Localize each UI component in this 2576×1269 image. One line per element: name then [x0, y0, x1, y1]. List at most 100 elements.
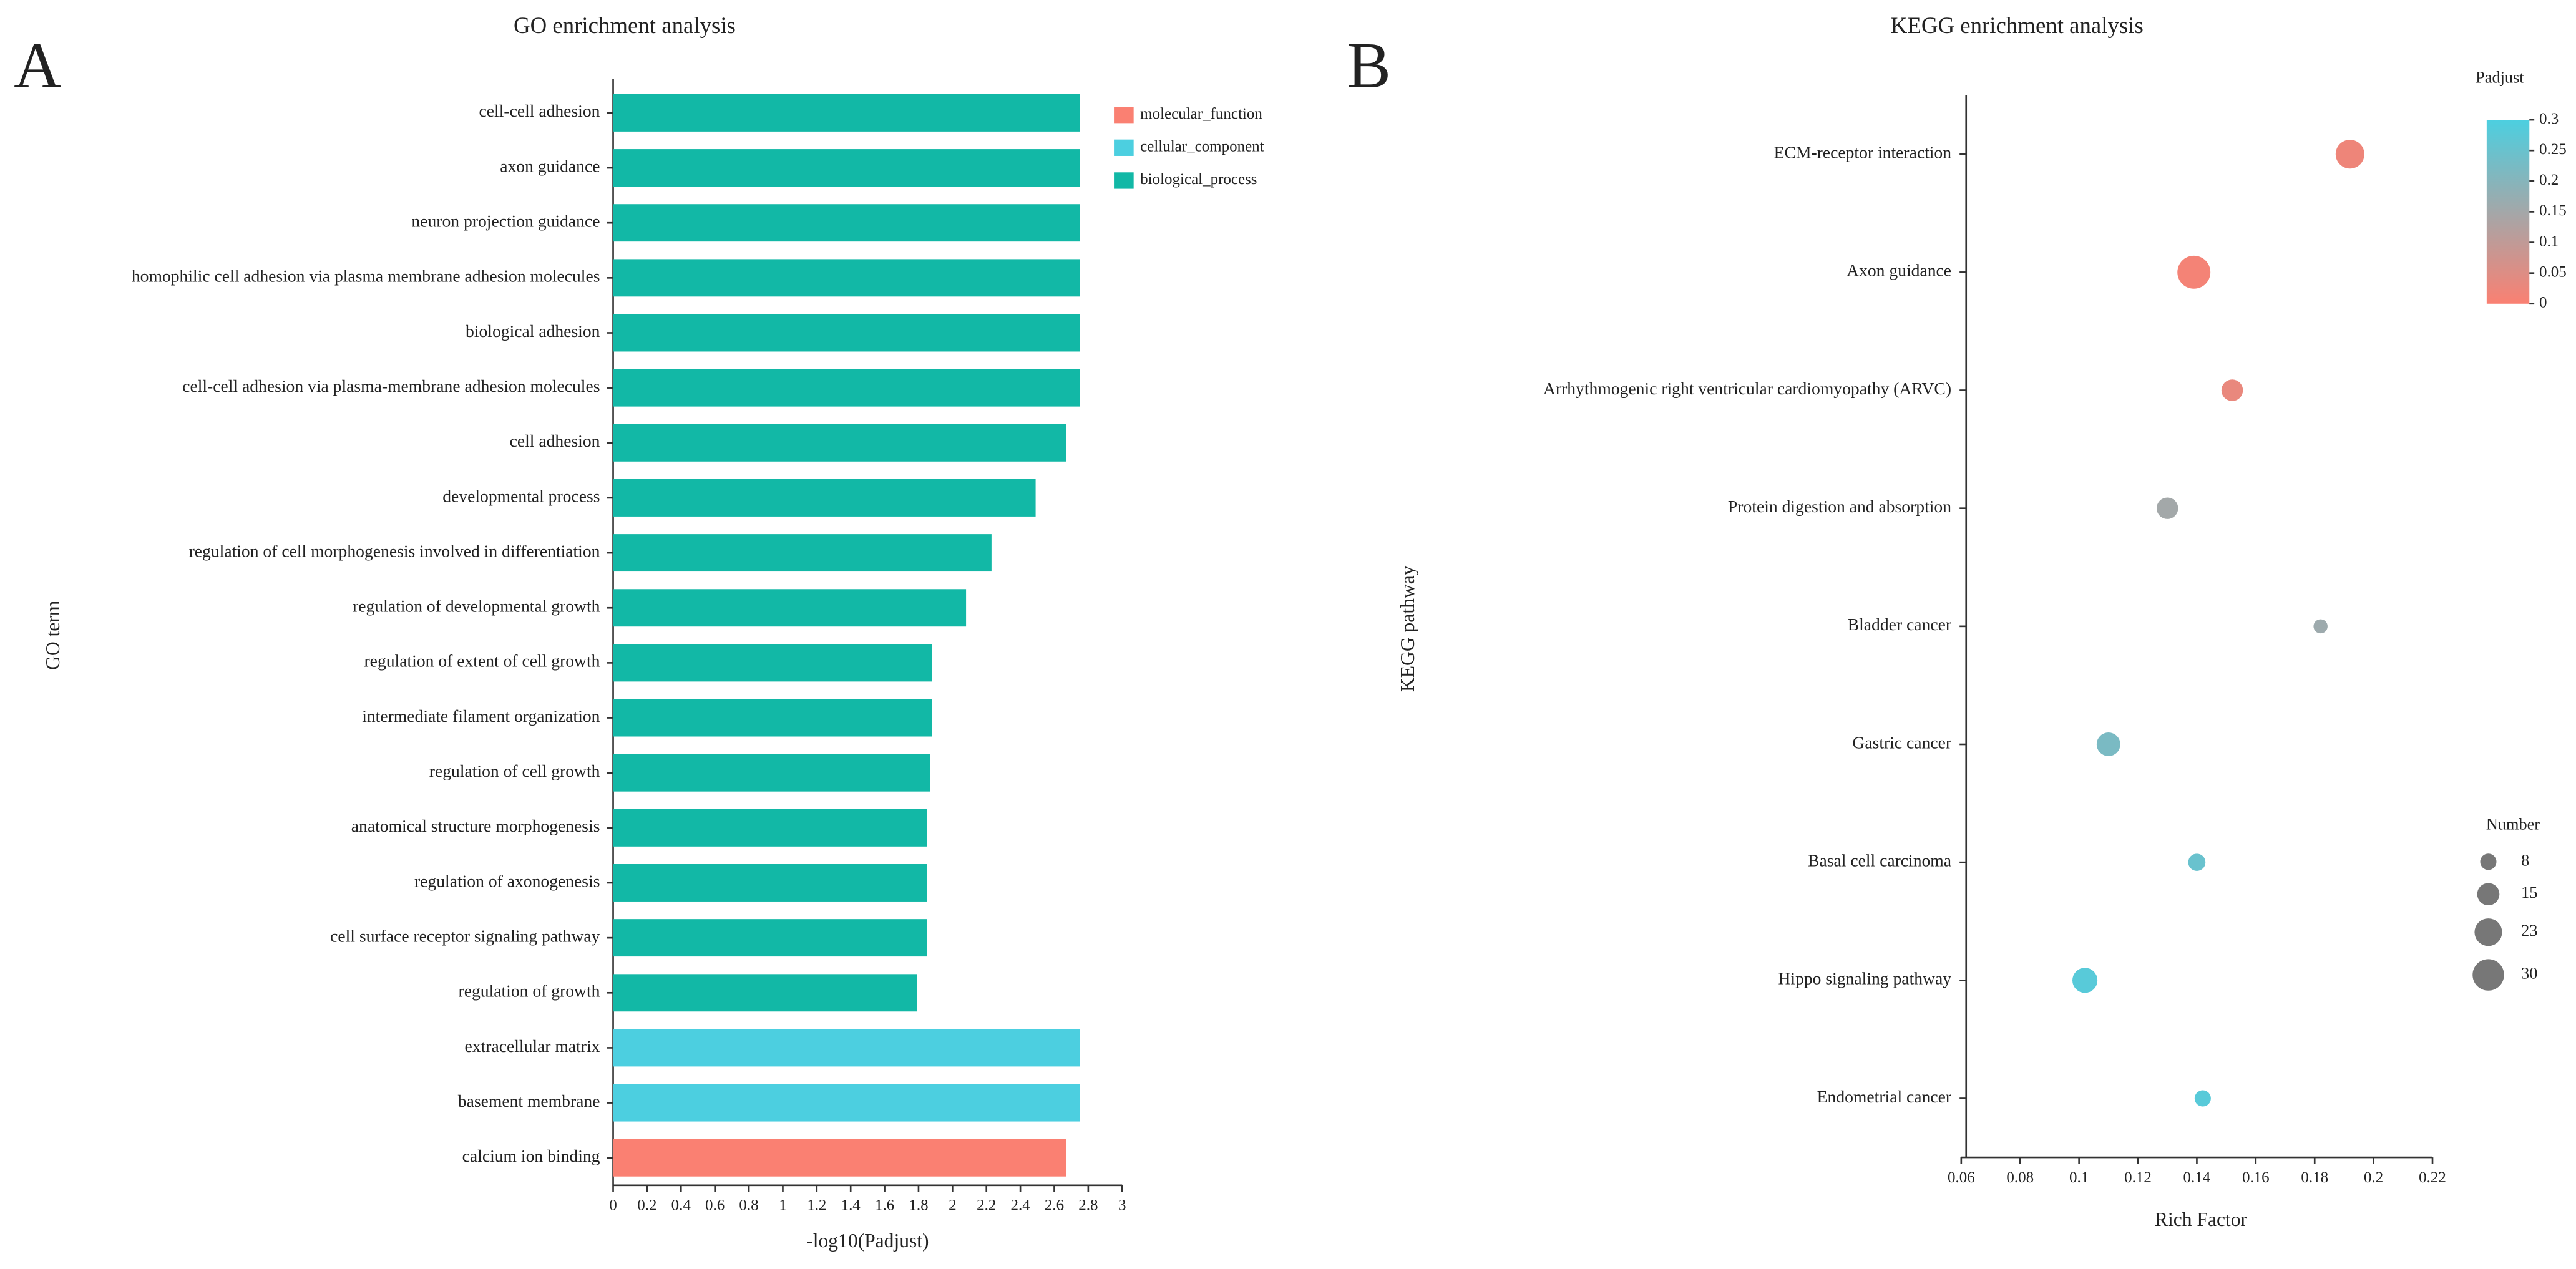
- x-tick-label: 0.2: [637, 1197, 656, 1214]
- y-tick-label: cell-cell adhesion: [479, 101, 600, 120]
- x-tick-label: 1: [779, 1197, 787, 1214]
- y-tick-label: extracellular matrix: [465, 1036, 600, 1056]
- bar: [613, 589, 967, 627]
- x-tick-label: 0.16: [2242, 1169, 2270, 1186]
- x-tick-label: 0.06: [1948, 1169, 1975, 1186]
- x-tick-label: 0.8: [739, 1197, 758, 1214]
- y-tick-label: calcium ion binding: [462, 1146, 600, 1165]
- bubble: [2156, 497, 2178, 519]
- bar: [613, 1139, 1066, 1177]
- bubble: [2335, 140, 2364, 169]
- x-tick-label: 0.12: [2124, 1169, 2152, 1186]
- bubble: [2194, 1090, 2211, 1107]
- legend-swatch: [1114, 107, 1134, 124]
- x-tick-label: 0.08: [2006, 1169, 2034, 1186]
- size-legend-title: Number: [2486, 815, 2540, 834]
- size-legend-label: 30: [2521, 965, 2537, 983]
- legend-label: molecular_function: [1140, 105, 1262, 122]
- x-tick-label: 0.1: [2069, 1169, 2089, 1186]
- y-tick-label: cell adhesion: [510, 431, 600, 450]
- chart-title: KEGG enrichment analysis: [1891, 12, 2144, 38]
- colorbar-title: Padjust: [2476, 68, 2524, 86]
- bubble: [2072, 968, 2098, 993]
- x-tick-label: 0.2: [2364, 1169, 2383, 1186]
- x-tick-label: 1.8: [909, 1197, 928, 1214]
- x-tick-label: 1.6: [875, 1197, 894, 1214]
- y-tick-label: Bladder cancer: [1848, 615, 1951, 634]
- x-axis-label: -log10(Padjust): [806, 1230, 929, 1252]
- y-tick-label: regulation of axonogenesis: [414, 871, 600, 890]
- size-legend-label: 23: [2521, 921, 2537, 940]
- y-tick-label: Gastric cancer: [1852, 732, 1951, 752]
- bubble: [2313, 619, 2328, 634]
- legend-swatch: [1114, 139, 1134, 156]
- colorbar-tick-label: 0.05: [2539, 263, 2567, 280]
- y-tick-label: Arrhythmogenic right ventricular cardiom…: [1543, 379, 1951, 398]
- y-tick-label: developmental process: [442, 486, 600, 505]
- x-tick-label: 0.6: [705, 1197, 724, 1214]
- y-tick-label: anatomical structure morphogenesis: [351, 816, 600, 835]
- bar: [613, 204, 1080, 242]
- y-tick-label: regulation of growth: [459, 981, 600, 1001]
- size-legend-label: 15: [2521, 883, 2537, 902]
- bar: [613, 809, 927, 847]
- bar: [613, 644, 932, 682]
- x-tick-label: 2.4: [1010, 1197, 1030, 1214]
- x-axis-label: Rich Factor: [2155, 1208, 2248, 1230]
- colorbar-tick-label: 0.3: [2539, 110, 2559, 127]
- y-tick-label: axon guidance: [500, 156, 600, 175]
- x-tick-label: 0.22: [2419, 1169, 2446, 1186]
- y-tick-label: Endometrial cancer: [1817, 1087, 1951, 1106]
- y-tick-label: Axon guidance: [1847, 261, 1951, 280]
- y-tick-label: Protein digestion and absorption: [1728, 497, 1951, 516]
- legend-swatch: [1114, 172, 1134, 189]
- bar: [613, 259, 1080, 297]
- x-tick-label: 2.8: [1078, 1197, 1098, 1214]
- x-tick-label: 2.2: [977, 1197, 996, 1214]
- y-tick-label: cell-cell adhesion via plasma-membrane a…: [182, 376, 600, 396]
- y-tick-label: intermediate filament organization: [362, 706, 600, 726]
- y-tick-label: regulation of cell growth: [429, 761, 600, 780]
- x-tick-label: 0.18: [2301, 1169, 2328, 1186]
- bar: [613, 974, 917, 1012]
- y-tick-label: regulation of extent of cell growth: [364, 651, 600, 671]
- size-legend-label: 8: [2521, 851, 2529, 869]
- size-legend-circle: [2477, 883, 2500, 906]
- y-tick-label: biological adhesion: [466, 321, 600, 341]
- bar: [613, 479, 1036, 517]
- size-legend-circle: [2480, 853, 2497, 870]
- bar: [613, 314, 1080, 352]
- x-tick-label: 3: [1118, 1197, 1126, 1214]
- colorbar-tick-label: 0.2: [2539, 172, 2559, 188]
- x-tick-label: 1.2: [807, 1197, 826, 1214]
- bar: [613, 1029, 1080, 1067]
- x-tick-label: 0.14: [2183, 1169, 2211, 1186]
- y-axis-label: GO term: [42, 600, 64, 670]
- x-tick-label: 0: [609, 1197, 617, 1214]
- y-axis-label: KEGG pathway: [1397, 565, 1418, 692]
- bubble: [2177, 255, 2211, 289]
- bar: [613, 754, 930, 792]
- bubble: [2221, 379, 2243, 401]
- y-tick-label: neuron projection guidance: [411, 212, 600, 231]
- panel-label: B: [1347, 29, 1391, 102]
- colorbar-tick-label: 0.25: [2539, 141, 2567, 158]
- y-tick-label: regulation of developmental growth: [353, 596, 600, 616]
- size-legend-circle: [2474, 918, 2502, 946]
- x-tick-label: 1.4: [841, 1197, 861, 1214]
- y-tick-label: regulation of cell morphogenesis involve…: [189, 541, 600, 560]
- bar: [613, 864, 927, 902]
- bar: [613, 369, 1080, 407]
- x-tick-label: 0.4: [671, 1197, 691, 1214]
- legend-label: cellular_component: [1140, 139, 1264, 155]
- bar: [613, 699, 932, 737]
- y-tick-label: homophilic cell adhesion via plasma memb…: [132, 266, 600, 286]
- bar: [613, 424, 1066, 462]
- y-tick-label: cell surface receptor signaling pathway: [330, 926, 600, 945]
- bar: [613, 149, 1080, 187]
- y-tick-label: basement membrane: [458, 1091, 600, 1111]
- bar: [613, 1084, 1080, 1122]
- bar: [613, 94, 1080, 132]
- colorbar-tick-label: 0: [2539, 294, 2547, 311]
